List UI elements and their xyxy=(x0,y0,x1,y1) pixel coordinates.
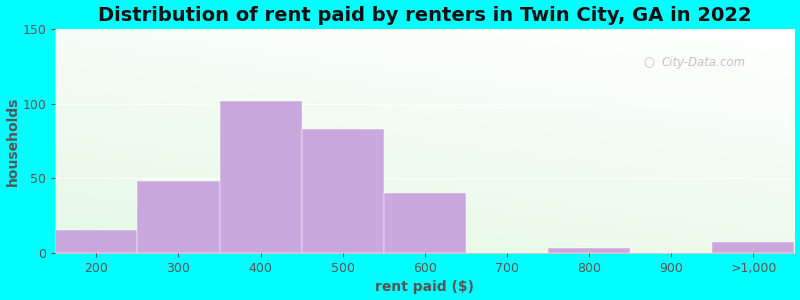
X-axis label: rent paid ($): rent paid ($) xyxy=(375,280,474,294)
Text: ○: ○ xyxy=(643,56,654,69)
Bar xyxy=(138,181,219,253)
Bar xyxy=(219,100,302,253)
Bar xyxy=(384,193,466,253)
Y-axis label: households: households xyxy=(6,96,19,186)
Text: City-Data.com: City-Data.com xyxy=(662,56,746,69)
Bar xyxy=(548,248,630,253)
Bar xyxy=(302,129,384,253)
Bar xyxy=(55,230,138,253)
Title: Distribution of rent paid by renters in Twin City, GA in 2022: Distribution of rent paid by renters in … xyxy=(98,6,752,25)
Bar xyxy=(712,242,794,253)
